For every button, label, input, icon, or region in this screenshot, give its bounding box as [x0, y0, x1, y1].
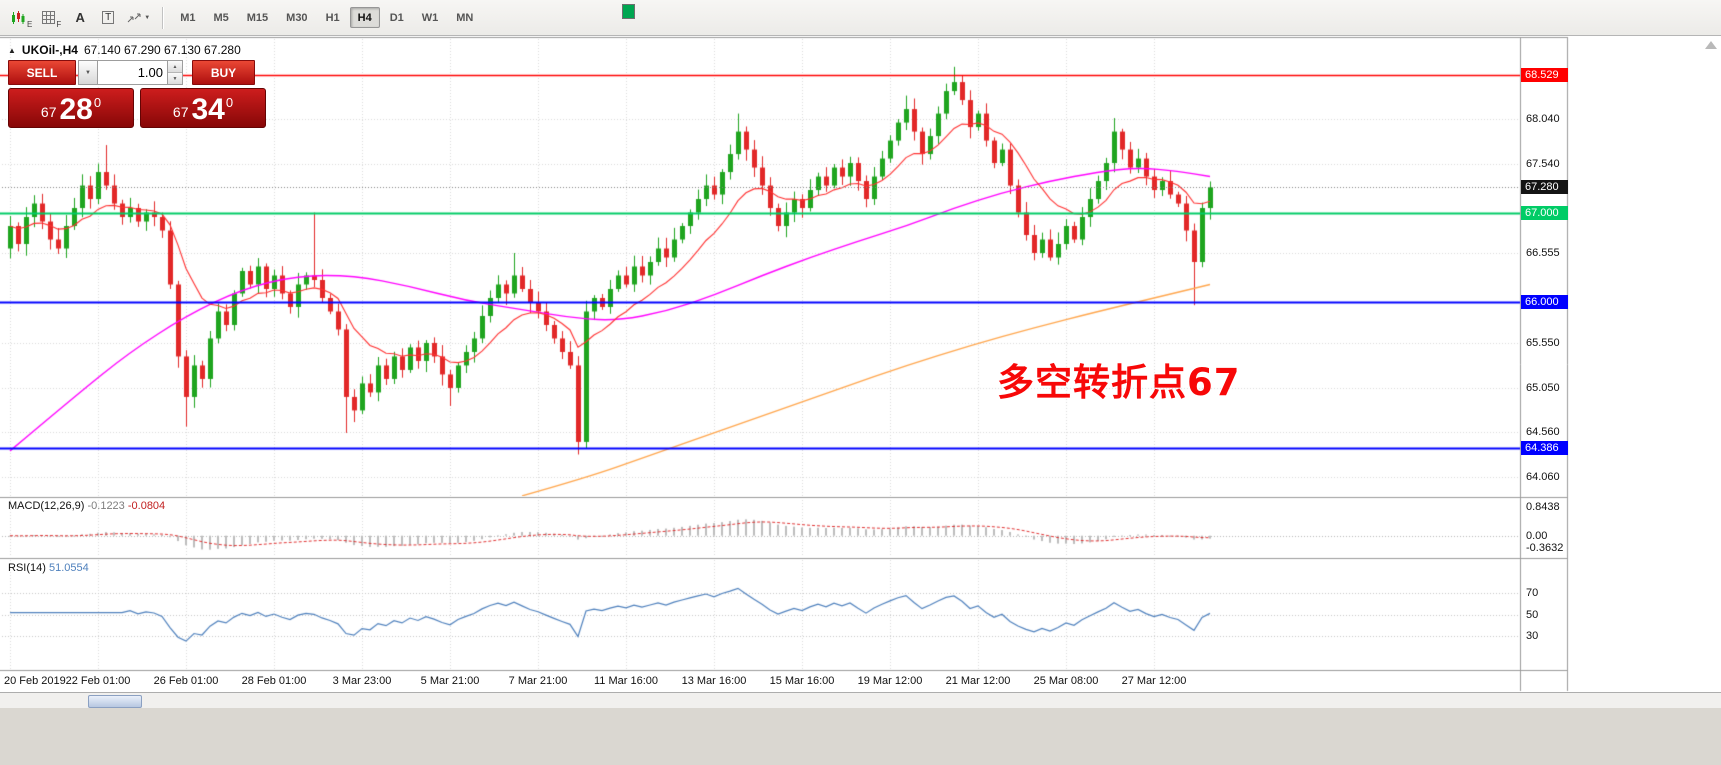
rsi-label: RSI(14) 51.0554: [8, 562, 89, 574]
timeframe-button-M30[interactable]: M30: [286, 11, 308, 24]
toolbar-separator: [162, 6, 165, 29]
time-label-1: 22 Feb 01:00: [65, 675, 131, 687]
macd-label: MACD(12,26,9) -0.1223 -0.0804: [8, 500, 165, 512]
time-label-10: 19 Mar 12:00: [857, 675, 923, 687]
one-click-trade-panel: SELL ▼ ▲ ▼ BUY 67 28 0 67 34 0: [8, 60, 266, 128]
timeframe-button-MN[interactable]: MN: [456, 11, 474, 24]
top-toolbar: E F A T ▼ M1 M5 M15 M30 H1 H4 D1 W1 MN: [0, 0, 1721, 36]
scroll-up-arrow-icon[interactable]: [1705, 41, 1717, 49]
time-label-3: 28 Feb 01:00: [241, 675, 307, 687]
volume-input[interactable]: [98, 60, 168, 85]
time-label-13: 27 Mar 12:00: [1121, 675, 1187, 687]
timeframe-button-H4[interactable]: H4: [349, 7, 380, 28]
macd-main-value: -0.1223: [87, 500, 125, 512]
timeframe-button-D1[interactable]: D1: [389, 11, 404, 24]
grid-glyph: [42, 11, 56, 24]
chevron-down-icon: ▼: [144, 14, 151, 21]
sell-button[interactable]: SELL: [8, 60, 76, 85]
price-badge-64.386: 64.386: [1521, 440, 1568, 455]
time-label-0: 20 Feb 2019: [4, 675, 66, 687]
price-badge-67.280: 67.280: [1521, 180, 1568, 195]
price-tick-64.060: 64.060: [1526, 470, 1560, 483]
bid-price-sup: 0: [93, 95, 102, 110]
candles-glyph: [12, 10, 25, 24]
bid-price-prefix: 67: [40, 104, 57, 120]
macd-scale--0.3632: -0.3632: [1526, 542, 1564, 555]
text-tool-icon[interactable]: T: [95, 6, 121, 30]
rsi-level-70: 70: [1526, 586, 1539, 599]
price-tick-67.540: 67.540: [1526, 157, 1560, 170]
time-label-2: 26 Feb 01:00: [153, 675, 219, 687]
timeframe-button-H1[interactable]: H1: [325, 11, 340, 24]
bid-price-big: 28: [59, 93, 93, 126]
price-tick-66.555: 66.555: [1526, 246, 1560, 259]
one-click-panel-toggle[interactable]: ▲: [8, 45, 16, 55]
price-tick-65.550: 65.550: [1526, 336, 1560, 349]
rsi-name: RSI(14): [8, 562, 46, 574]
ask-price-big: 34: [191, 93, 225, 126]
price-tick-65.050: 65.050: [1526, 381, 1560, 394]
scrollbar-thumb[interactable]: [88, 695, 142, 708]
time-label-11: 21 Mar 12:00: [945, 675, 1011, 687]
indicators-letter: E: [27, 19, 33, 29]
macd-scale-0.8438: 0.8438: [1526, 501, 1560, 514]
time-axis[interactable]: [0, 671, 1520, 691]
label-tool-icon[interactable]: A: [75, 10, 85, 25]
time-label-8: 13 Mar 16:00: [681, 675, 747, 687]
grid-letter: F: [56, 19, 62, 29]
price-badge-67.000: 67.000: [1521, 205, 1568, 220]
time-label-6: 7 Mar 21:00: [508, 675, 568, 687]
macd-name: MACD(12,26,9): [8, 500, 85, 512]
grid-icon[interactable]: F: [38, 6, 65, 30]
volume-dropdown-button[interactable]: ▼: [78, 60, 98, 85]
horizontal-scrollbar[interactable]: [0, 692, 1721, 708]
macd-signal-value: -0.0804: [127, 500, 166, 512]
buy-button[interactable]: BUY: [192, 60, 255, 85]
chart-title: ▲ UKOil-,H4 67.140 67.290 67.130 67.280: [8, 43, 241, 57]
window-bottom-area: [0, 708, 1721, 765]
timeframe-button-W1[interactable]: W1: [421, 11, 439, 24]
bid-price-display[interactable]: 67 28 0: [8, 88, 134, 128]
color-swatch-icon[interactable]: [622, 4, 635, 19]
timeframe-button-M5[interactable]: M5: [213, 11, 229, 24]
time-label-4: 3 Mar 23:00: [332, 675, 392, 687]
time-label-12: 25 Mar 08:00: [1033, 675, 1099, 687]
rsi-level-30: 30: [1526, 630, 1539, 643]
time-label-5: 5 Mar 21:00: [420, 675, 480, 687]
price-tick-64.560: 64.560: [1526, 426, 1560, 438]
timeframe-button-M1[interactable]: M1: [180, 11, 196, 24]
ask-price-prefix: 67: [172, 104, 189, 120]
timeframe-button-M15[interactable]: M15: [246, 11, 269, 24]
rsi-value: 51.0554: [48, 562, 89, 574]
macd-scale-0.00: 0.00: [1526, 529, 1548, 542]
timeframe-group: M1 M5 M15 M30 H1 H4 D1 W1 MN: [171, 7, 482, 28]
ohlc-readout: 67.140 67.290 67.130 67.280: [83, 43, 241, 57]
arrows-glyph: [127, 13, 141, 22]
cursor-tool-icon[interactable]: ▼: [123, 6, 154, 30]
price-tick-68.040: 68.040: [1526, 112, 1560, 125]
symbol-period-label: UKOil-,H4: [21, 43, 78, 57]
price-badge-66.000: 66.000: [1521, 295, 1568, 310]
ask-price-display[interactable]: 67 34 0: [140, 88, 266, 128]
ask-price-sup: 0: [225, 95, 234, 110]
price-badge-68.529: 68.529: [1521, 68, 1568, 82]
time-label-9: 15 Mar 16:00: [769, 675, 835, 687]
volume-stepper: ▲ ▼: [168, 60, 183, 85]
volume-step-up[interactable]: ▲: [168, 61, 182, 73]
volume-step-down[interactable]: ▼: [168, 73, 182, 84]
time-label-7: 11 Mar 16:00: [593, 675, 659, 687]
rsi-level-50: 50: [1526, 608, 1539, 621]
indicators-icon[interactable]: E: [7, 6, 36, 30]
chart-annotation-text: 多空转折点67: [997, 361, 1241, 404]
